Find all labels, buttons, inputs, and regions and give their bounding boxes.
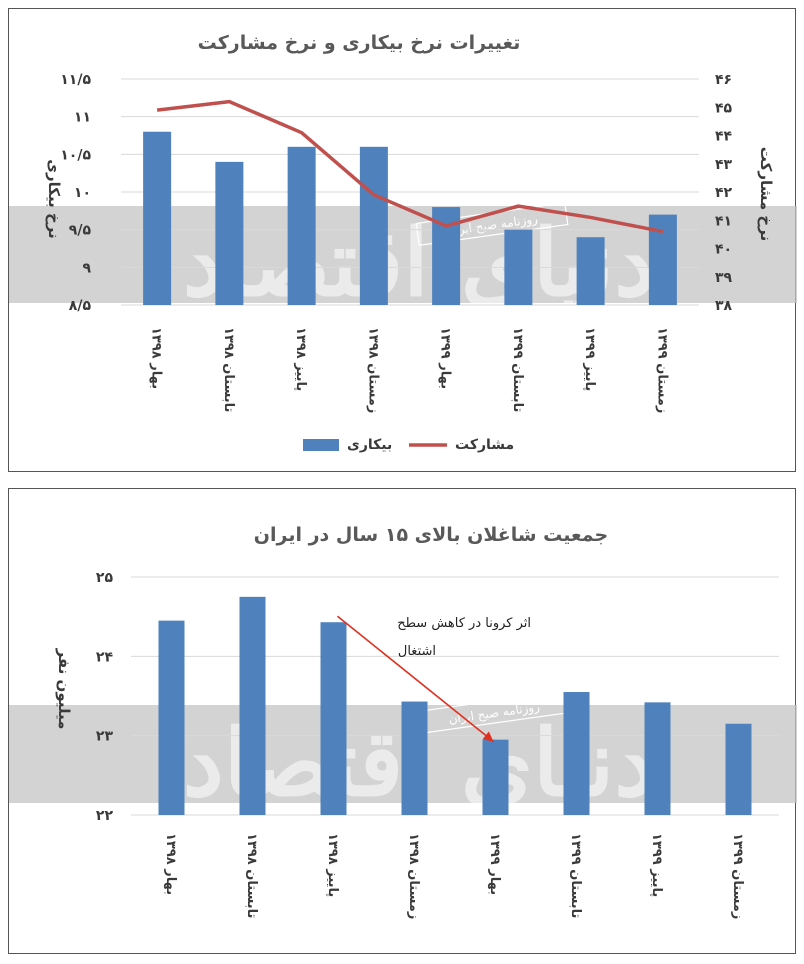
y-axis-label: میلیون نفر [55, 648, 73, 730]
watermark-logo: دنیای اقتصاد [183, 209, 656, 317]
y-tick-label: ۱۱/۵ [60, 72, 91, 88]
bar-unemployment [504, 229, 533, 305]
x-tick-label: پاییز ۱۳۹۹ [582, 327, 597, 391]
x-tick-label: بهار ۱۳۹۸ [149, 327, 164, 389]
y-tick-label: ۹ [82, 260, 91, 276]
line-participation [156, 99, 664, 234]
bar-employed [239, 596, 266, 815]
legend-label-line: مشارکت [455, 437, 514, 453]
x-tick-label: پاییز ۱۳۹۸ [293, 327, 308, 391]
y-tick-label: ۱۰/۵ [60, 147, 91, 163]
bar-unemployment [359, 146, 388, 305]
y2-tick-label: ۳۹ [715, 270, 733, 286]
x-tick-label: زمستان ۱۳۹۹ [730, 833, 745, 919]
chart-employed-population: دنیای اقتصاد روزنامه صبح ایران۲۲۲۳۲۴۲۵جمع… [9, 524, 797, 919]
x-tick-label: تابستان ۱۳۹۸ [221, 327, 236, 412]
bar-employed [644, 702, 671, 815]
chart-title: تغییرات نرخ بیکاری و نرخ مشارکت [198, 32, 521, 54]
y2-tick-label: ۳۸ [715, 298, 733, 314]
x-tick-label: زمستان ۱۳۹۹ [654, 327, 669, 413]
x-tick-label: زمستان ۱۳۹۸ [365, 327, 380, 413]
bar-employed [725, 723, 752, 815]
chart-title: جمعیت شاغلان بالای ۱۵ سال در ایران [254, 524, 608, 546]
y2-tick-label: ۴۰ [715, 242, 732, 258]
bar-unemployment [576, 237, 605, 305]
x-tick-label: بهار ۱۳۹۸ [163, 833, 178, 895]
legend-label-bar: بیکاری [347, 437, 392, 453]
bar-unemployment [215, 161, 244, 305]
bar-employed [158, 620, 185, 815]
x-tick-label: بهار ۱۳۹۹ [438, 327, 453, 389]
y-tick-label: ۱۰ [74, 185, 91, 201]
bar-employed [563, 692, 590, 815]
y2-axis-label: نرخ مشارکت [757, 147, 775, 241]
bar-unemployment [287, 146, 316, 305]
y-tick-label: ۹/۵ [69, 223, 92, 239]
legend-swatch-bar [303, 439, 339, 451]
annotation-arrow-line [336, 615, 495, 743]
x-tick-label: تابستان ۱۳۹۹ [510, 327, 525, 412]
x-tick-label: پاییز ۱۳۹۹ [649, 833, 664, 897]
y2-tick-label: ۴۴ [715, 129, 733, 145]
x-tick-label: تابستان ۱۳۹۹ [568, 833, 583, 918]
y-tick-label: ۲۳ [96, 729, 114, 745]
bar-unemployment [143, 131, 172, 305]
y-tick-label: ۲۲ [96, 808, 114, 824]
y2-tick-label: ۴۳ [715, 157, 733, 173]
chart-panel-employed: دنیای اقتصاد روزنامه صبح ایران ۲۲ ۲۳ ۲۴ ۲۵ جمع… [8, 488, 797, 954]
bar-employed [401, 701, 428, 815]
y-tick-label: ۲۵ [96, 570, 114, 586]
annotation-text: اشتغال [398, 644, 436, 659]
annotation-text: اثر کرونا در کاهش سطح [397, 616, 531, 631]
bar-employed [482, 739, 509, 815]
y2-tick-label: ۴۲ [715, 185, 733, 201]
x-tick-label: تابستان ۱۳۹۸ [244, 833, 259, 918]
y2-tick-label: ۴۶ [715, 72, 732, 88]
y-tick-label: ۲۴ [96, 649, 114, 665]
y-axis-label: نرخ بیکاری [45, 159, 63, 239]
annotation-arrow-head [482, 731, 494, 742]
bar-employed [320, 622, 347, 815]
chart-panel-unemployment: دنیای اقتصاد روزنامه صبح ایران ۸/۵ ۹ ۹/۵ ۱۰ ۱۰… [8, 8, 797, 472]
x-tick-label: پاییز ۱۳۹۸ [325, 833, 340, 897]
x-tick-label: زمستان ۱۳۹۸ [406, 833, 421, 919]
y2-tick-label: ۴۵ [715, 100, 733, 116]
y2-tick-label: ۴۱ [715, 213, 732, 229]
y-tick-label: ۱۱ [74, 110, 91, 126]
x-tick-label: بهار ۱۳۹۹ [487, 833, 502, 895]
y-tick-label: ۸/۵ [69, 298, 92, 314]
